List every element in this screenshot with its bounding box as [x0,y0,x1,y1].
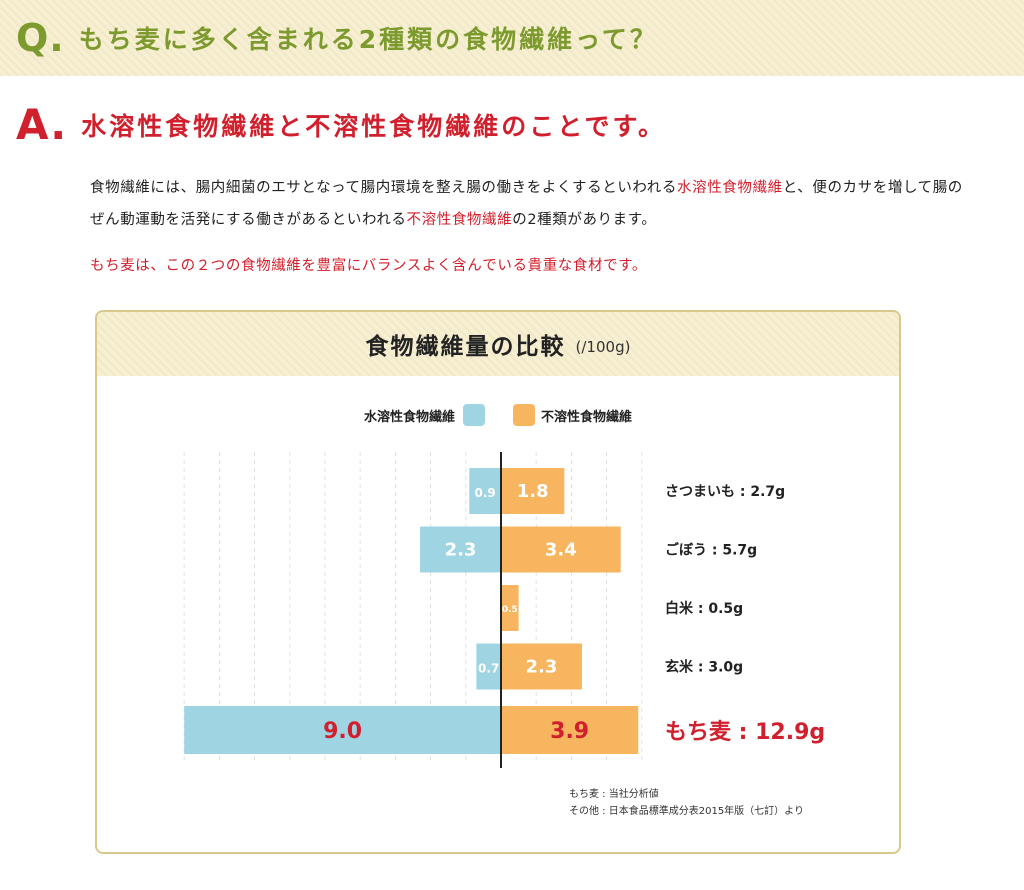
bar-label-insoluble-4: 3.9 [550,719,589,744]
description-part-2: と、便のカサを増して腸のぜん動運動を活発にする働きがあるといわれる [90,180,963,228]
legend-insoluble-swatch [513,404,535,426]
description-part-1: 食物繊維には、腸内細菌のエサとなって腸内環境を整え腸の働きをよくするといわれる [90,180,678,196]
bar-label-soluble-4: 9.0 [323,719,362,744]
source-line-2: その他 : 日本食品標準成分表2015年版（七訂）より [569,806,804,817]
data-source-note: もち麦 : 当社分析値 その他 : 日本食品標準成分表2015年版（七訂）より [569,786,804,820]
source-line-1: もち麦 : 当社分析値 [569,789,659,800]
bar-label-soluble-1: 2.3 [445,540,477,561]
question-mark: Q. [16,16,65,60]
legend-soluble: 水溶性食物繊維 [364,404,485,426]
chart-header: 食物繊維量の比較 (/100g) [97,312,899,376]
legend-soluble-label: 水溶性食物繊維 [363,409,455,425]
soluble-fiber-highlight: 水溶性食物繊維 [677,180,783,196]
category-label-4: もち麦 : 12.9g [665,719,825,745]
fiber-comparison-chart: 食物繊維量の比較 (/100g) 水溶性食物繊維 不溶性食物繊維 0.9 1.8 さ… [95,310,901,854]
bar-insoluble-3 [501,643,582,690]
category-label-1: ごぼう : 5.7g [665,542,757,559]
insoluble-fiber-highlight: 不溶性食物繊維 [406,212,513,228]
chart-title: 食物繊維量の比較 [365,334,566,360]
answer-heading: A. 水溶性食物繊維と不溶性食物繊維のことです。 [16,100,666,149]
category-label-0: さつまいも : 2.7g [665,484,785,500]
category-label-3: 玄米 : 3.0g [665,659,743,676]
bar-label-insoluble-3: 2.3 [526,657,558,678]
description-paragraph: 食物繊維には、腸内細菌のエサとなって腸内環境を整え腸の働きをよくするといわれる水… [90,172,970,236]
chart-unit: (/100g) [575,338,631,356]
answer-title: 水溶性食物繊維と不溶性食物繊維のことです。 [81,111,667,141]
question-banner: Q. もち麦に多く含まれる2種類の食物繊維って？ [0,0,1024,76]
bar-soluble-3 [476,643,501,690]
chart-plot: 0.9 1.8 さつまいも : 2.7g 2.3 3.4 ごぼう : 5.7g 0.5 白米 … [183,452,825,768]
bar-insoluble-0 [501,468,565,514]
bar-label-soluble-0: 0.9 [475,486,496,500]
legend-insoluble-label: 不溶性食物繊維 [541,409,633,425]
legend-soluble-swatch [463,404,485,426]
answer-mark: A. [16,100,68,149]
bar-soluble-0 [469,468,501,514]
category-label-2: 白米 : 0.5g [665,600,743,617]
question-title: もち麦に多く含まれる2種類の食物繊維って？ [78,25,658,54]
bar-soluble-1 [420,526,501,573]
bar-label-soluble-3: 0.7 [478,662,499,676]
bar-insoluble-4 [501,706,639,754]
bar-label-insoluble-1: 3.4 [545,540,577,561]
bar-insoluble-1 [501,526,621,573]
bar-label-insoluble-2: 0.5 [502,605,518,615]
chart-legend: 水溶性食物繊維 不溶性食物繊維 [97,404,899,426]
bar-soluble-4 [184,706,501,754]
bar-label-insoluble-0: 1.8 [517,481,549,502]
bar-insoluble-2 [501,585,519,631]
mochimugi-summary: もち麦は、この２つの食物繊維を豊富にバランスよく含んでいる貴重な食材です。 [90,258,647,274]
description-part-3: の2種類があります。 [512,212,657,228]
legend-insoluble: 不溶性食物繊維 [513,404,632,426]
